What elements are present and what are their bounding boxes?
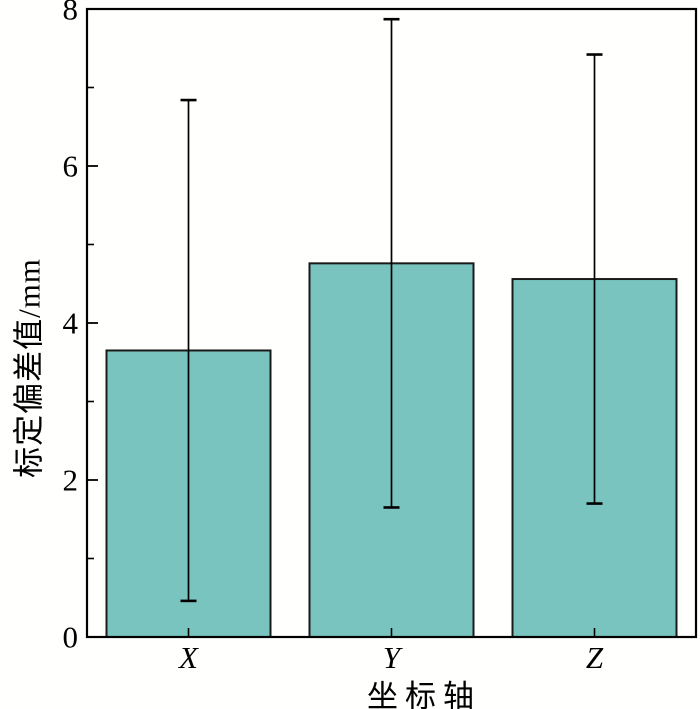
- y-tick-label: 0: [63, 620, 79, 655]
- x-tick-label: Z: [586, 640, 604, 675]
- y-tick-label: 8: [63, 0, 79, 27]
- x-axis-label: 坐标轴: [367, 679, 481, 709]
- y-tick-label: 4: [63, 306, 79, 341]
- y-tick-label: 6: [63, 149, 79, 184]
- y-axis-label: 标定偏差值/mm: [11, 258, 47, 478]
- x-tick-label: X: [177, 640, 199, 675]
- plot-frame: [85, 7, 698, 639]
- x-tick-label: Y: [383, 640, 403, 675]
- y-tick-label: 2: [63, 463, 79, 498]
